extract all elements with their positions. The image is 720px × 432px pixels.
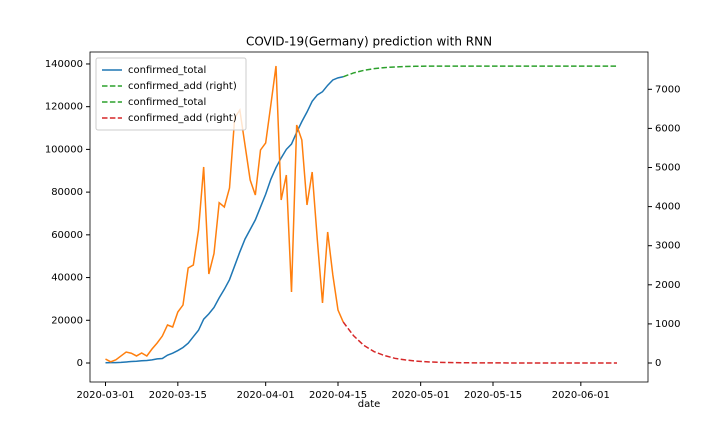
x-tick-label: 2020-05-15 (464, 390, 522, 401)
y2-tick-label: 0 (655, 358, 661, 369)
legend-label: confirmed_total (128, 97, 206, 108)
y2-tick-label: 3000 (655, 241, 680, 252)
x-tick-label: 2020-03-01 (76, 390, 134, 401)
y-tick-label: 0 (77, 358, 83, 369)
y-tick-label: 80000 (51, 187, 83, 198)
legend-label: confirmed_add (right) (128, 113, 237, 124)
x-axis-label: date (358, 399, 381, 410)
y-tick-label: 20000 (51, 315, 83, 326)
y2-tick-label: 7000 (655, 84, 680, 95)
series-line (105, 76, 344, 364)
series-line (342, 65, 617, 78)
legend-box (95, 57, 247, 131)
legend-label: confirmed_add (right) (128, 81, 237, 92)
y2-tick-label: 6000 (655, 123, 680, 134)
y2-tick-label: 5000 (655, 163, 680, 174)
series-line (105, 65, 344, 363)
x-tick-label: 2020-06-01 (552, 390, 610, 401)
y2-tick-label: 2000 (655, 280, 680, 291)
chart-title: COVID-19(Germany) prediction with RNN (246, 35, 492, 49)
y-tick-label: 120000 (45, 102, 83, 113)
axes-frame (89, 51, 649, 383)
y-tick-label: 40000 (51, 273, 83, 284)
legend-label: confirmed_total (128, 65, 206, 76)
y-tick-label: 140000 (45, 59, 83, 70)
x-tick-label: 2020-03-15 (149, 390, 207, 401)
x-tick-label: 2020-04-15 (309, 390, 367, 401)
x-tick-label: 2020-05-01 (392, 390, 450, 401)
y-tick-label: 100000 (45, 144, 83, 155)
y2-tick-label: 1000 (655, 319, 680, 330)
series-line (342, 321, 617, 364)
x-tick-label: 2020-04-01 (237, 390, 295, 401)
y2-tick-label: 4000 (655, 202, 680, 213)
y-tick-label: 60000 (51, 230, 83, 241)
